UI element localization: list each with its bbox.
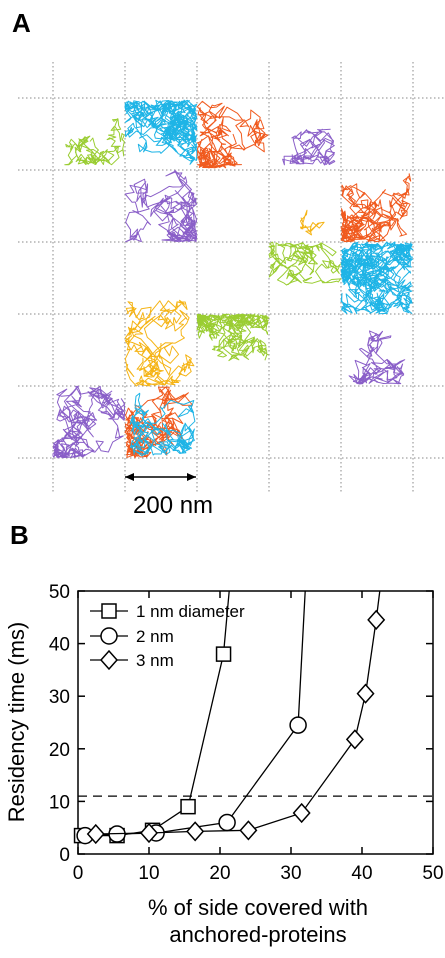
chart-legend: 1 nm diameter 2 nm 3 nm [90, 602, 245, 671]
trajectory [340, 241, 414, 315]
y-tick-label: 20 [49, 740, 70, 761]
trajectory [124, 386, 193, 459]
trajectory [282, 128, 336, 166]
trajectory [64, 118, 125, 166]
y-axis-label: Residency time (ms) [4, 622, 29, 822]
chart-series [73, 590, 386, 845]
trajectory [124, 99, 198, 165]
scale-bar-label: 200 nm [133, 492, 213, 519]
circle-marker [289, 716, 307, 734]
legend-label: 3 nm [136, 651, 174, 670]
legend-label: 1 nm diameter [136, 602, 245, 621]
trajectory [52, 385, 126, 459]
trajectory [348, 330, 406, 385]
trajectory [340, 173, 412, 243]
scale-bar: 200 nm [125, 473, 213, 519]
panel-b-label: B [10, 520, 29, 550]
x-tick-label: 40 [351, 863, 372, 884]
trajectory-figure: 200 nm [18, 62, 445, 519]
square-marker [101, 603, 117, 619]
square-marker [180, 798, 196, 815]
legend-label: 2 nm [136, 627, 174, 646]
x-tick-label: 20 [209, 863, 230, 884]
trajectory [124, 299, 195, 387]
diamond-marker [239, 820, 258, 841]
y-tick-label: 30 [49, 687, 70, 708]
compartment-grid [18, 62, 445, 494]
diamond-marker [292, 802, 311, 824]
y-tick-label: 50 [49, 582, 70, 603]
plot-frame [77, 590, 434, 855]
circle-marker [100, 627, 118, 645]
y-tick-label: 0 [59, 845, 70, 866]
square-marker [215, 646, 232, 662]
diamond-marker [345, 729, 364, 750]
diamond-marker [186, 821, 205, 842]
x-tick-label: 50 [422, 863, 443, 884]
trajectory [268, 241, 341, 286]
circle-marker [218, 813, 236, 832]
diamond-marker [99, 649, 119, 671]
diamond-marker [356, 683, 375, 704]
trajectory [196, 100, 269, 169]
trajectory [196, 313, 270, 362]
series-diamond [86, 590, 386, 845]
trajectory [124, 169, 198, 243]
x-tick-label: 10 [138, 863, 159, 884]
y-tick-label: 40 [49, 635, 70, 656]
trajectory [129, 392, 196, 457]
diamond-marker [86, 823, 105, 845]
trajectory [300, 209, 325, 236]
x-tick-label: 30 [280, 863, 301, 884]
panel-a-label: A [12, 8, 31, 38]
trajectory-group [52, 99, 414, 459]
chart-axes: 0 10 20 30 40 50 0 10 20 30 40 50 [49, 582, 444, 884]
y-tick-label: 10 [49, 792, 70, 813]
diamond-marker [139, 822, 159, 844]
x-tick-label: 0 [73, 863, 84, 884]
x-axis-label-line2: anchored-proteins [169, 922, 346, 947]
scale-bar-arrow-left [125, 473, 134, 481]
x-axis-label-line1: % of side covered with [148, 895, 368, 920]
diamond-marker [367, 609, 386, 631]
scale-bar-arrow-right [187, 473, 196, 481]
